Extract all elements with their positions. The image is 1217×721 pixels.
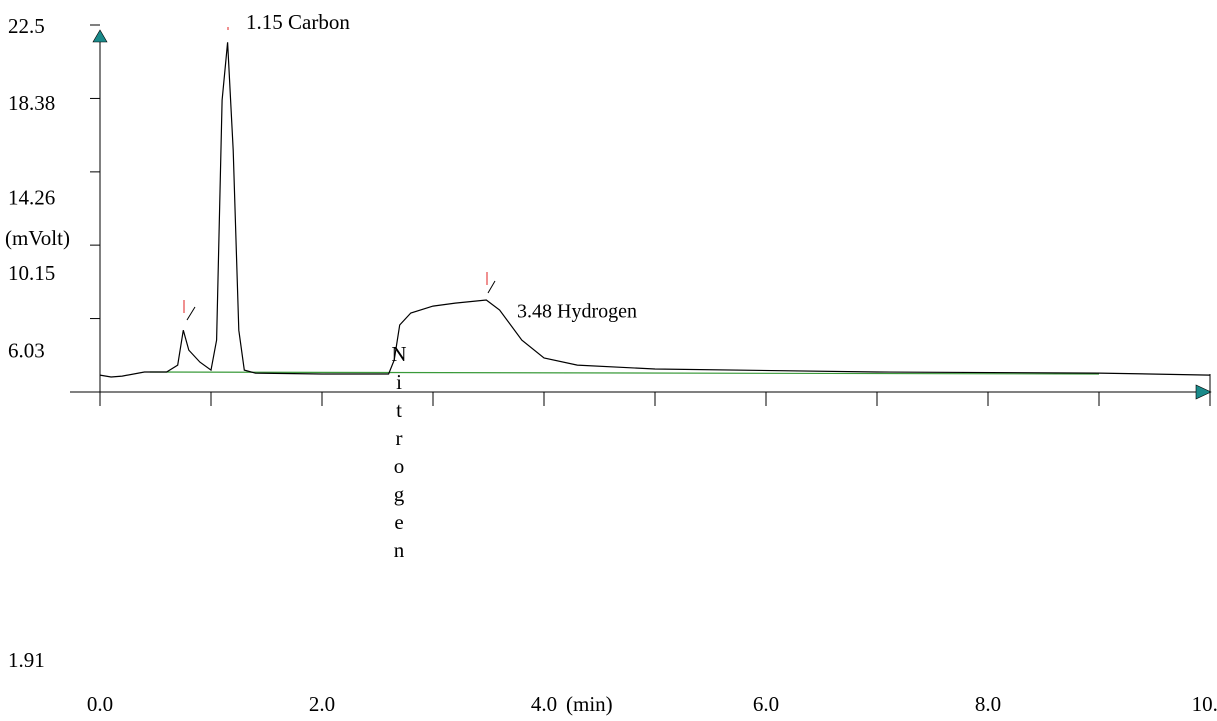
x-tick-label: 8.0 <box>975 692 1001 716</box>
trace <box>149 371 1100 375</box>
y-tick-label: 18.38 <box>8 91 55 115</box>
peak-slash <box>487 280 496 294</box>
x-tick-label: 6.0 <box>753 692 779 716</box>
y-tick-label: 1.91 <box>8 648 45 672</box>
peak-label: 1.15 Carbon <box>246 10 350 34</box>
peak-slash <box>186 306 196 321</box>
x-tick-label: 0.0 <box>87 692 113 716</box>
peak-label: 3.48 Hydrogen <box>517 301 637 323</box>
y-axis-label: (mVolt) <box>5 226 70 250</box>
trace <box>99 42 1211 378</box>
x-tick-label: 10.0 <box>1192 692 1217 716</box>
y-tick-label: 22.5 <box>8 14 45 38</box>
y-tick-label: 14.26 <box>8 186 55 210</box>
y-axis-arrow <box>92 29 108 43</box>
x-axis-arrow <box>1195 384 1212 400</box>
y-tick-label: 6.03 <box>8 338 45 362</box>
peak-markers <box>183 27 496 321</box>
peak-label: Nitrogen <box>387 342 411 566</box>
x-tick-label: 2.0 <box>309 692 335 716</box>
y-tick-label: 10.15 <box>8 261 55 285</box>
x-tick-label: 4.0 <box>531 692 557 716</box>
x-axis-label: (min) <box>566 692 613 716</box>
